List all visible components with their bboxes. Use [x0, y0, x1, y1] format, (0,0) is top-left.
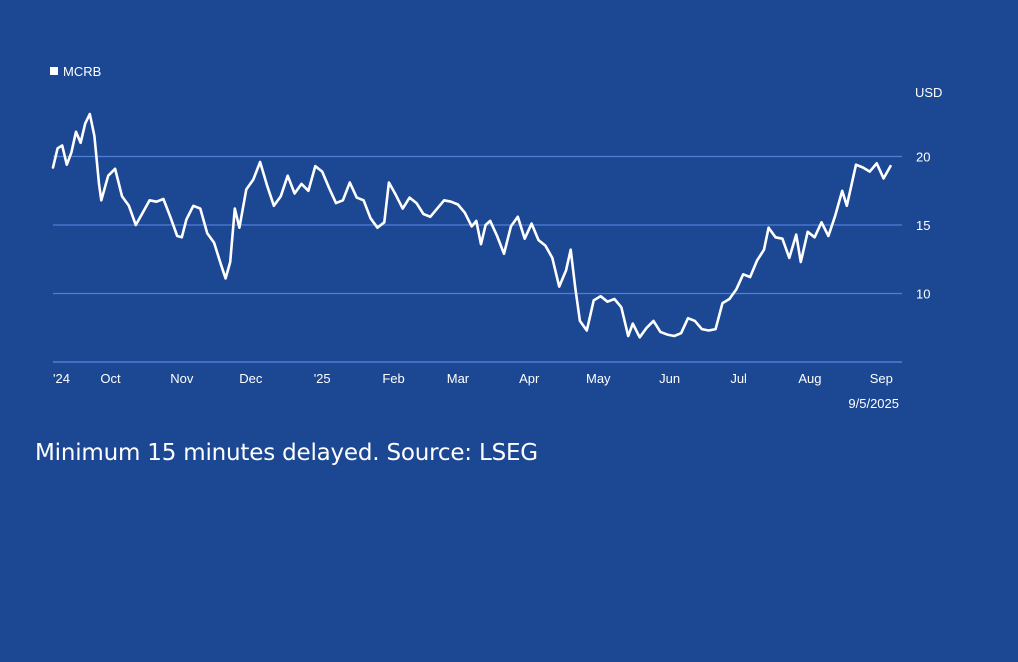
y-tick-label: 20 [916, 150, 930, 165]
x-tick-label: May [586, 371, 611, 386]
x-tick-label: Mar [447, 371, 470, 386]
x-tick-label: Jun [659, 371, 680, 386]
x-tick-label: Nov [170, 371, 194, 386]
x-tick-label: Dec [239, 371, 263, 386]
legend-swatch [50, 67, 58, 75]
y-axis-unit: USD [915, 85, 942, 100]
x-tick-label: '24 [53, 371, 70, 386]
series-line-mcrb [51, 112, 892, 339]
x-tick-label: Jul [730, 371, 747, 386]
x-tick-label: Apr [519, 371, 540, 386]
price-chart: MCRB USD 10 15 20 '24 Oct Nov Dec '25 Feb Mar Apr… [50, 64, 942, 411]
y-tick-labels: 10 15 20 [916, 150, 930, 302]
delay-source-note: Minimum 15 minutes delayed. Source: LSEG [35, 440, 538, 466]
y-tick-label: 10 [916, 287, 930, 302]
x-tick-label: Sep [870, 371, 893, 386]
x-tick-label: Aug [798, 371, 821, 386]
legend: MCRB [50, 64, 101, 79]
legend-label: MCRB [63, 64, 101, 79]
date-label: 9/5/2025 [848, 396, 899, 411]
y-tick-label: 15 [916, 218, 930, 233]
x-tick-labels: '24 Oct Nov Dec '25 Feb Mar Apr May Jun Jul Aug Sep [53, 371, 893, 386]
x-tick-label: Feb [382, 371, 404, 386]
x-tick-label: '25 [314, 371, 331, 386]
x-tick-label: Oct [100, 371, 121, 386]
